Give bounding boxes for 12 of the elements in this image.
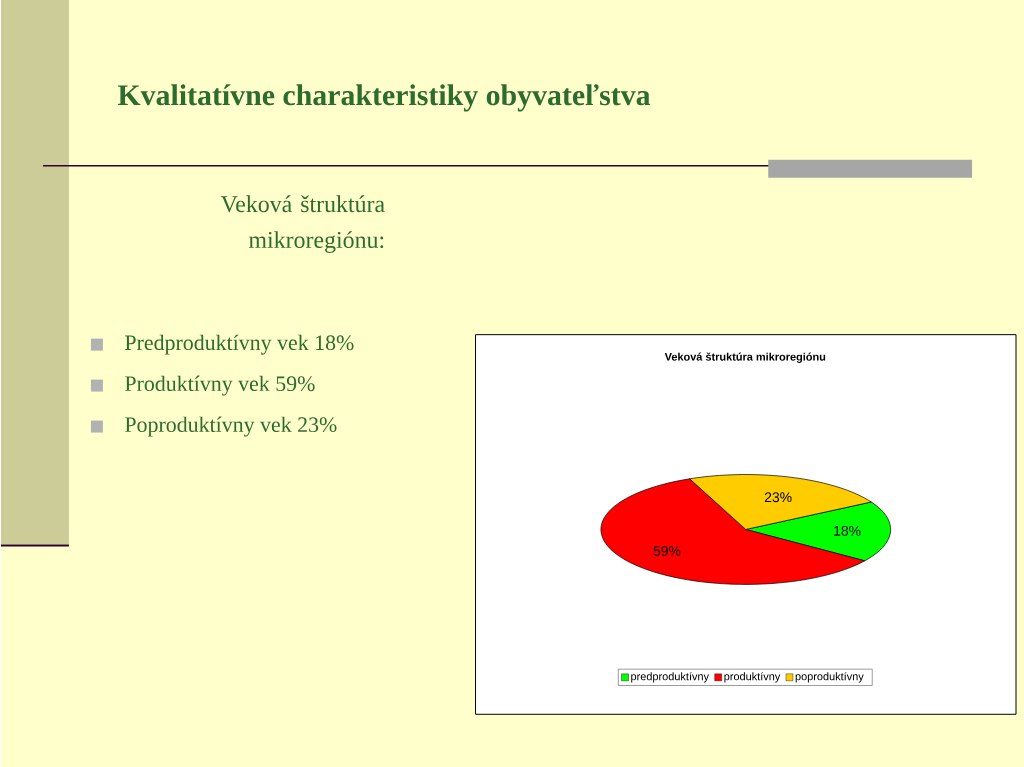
text: Predproduktívny vek 18% (125, 334, 354, 355)
text: Veková štruktúra mikroregiónu: (220, 195, 385, 253)
legend-label: poproduktívny (795, 672, 864, 683)
chart-title: Kvalitatívne charakteristiky obyvateľstva (117, 84, 651, 112)
legend-label: produktívny (724, 672, 781, 683)
data-label: 18% (834, 525, 861, 536)
data-label: 59% (653, 545, 681, 556)
legend-label: predproduktívny (631, 672, 709, 683)
text: Veková štruktúra mikroregiónu (664, 352, 826, 363)
data-label: 23% (764, 492, 792, 503)
text: Produktívny vek 59% (125, 375, 315, 396)
text: Poproduktívny vek 23% (125, 416, 337, 437)
